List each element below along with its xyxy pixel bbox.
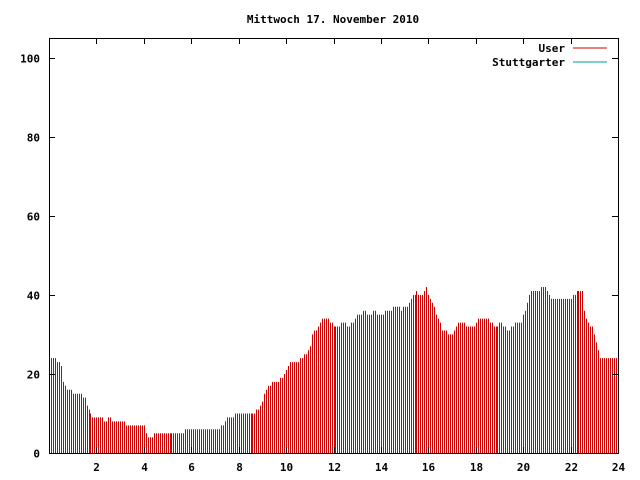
y-tick-label: 60 <box>27 211 40 224</box>
chart-title: Mittwoch 17. November 2010 <box>247 13 419 26</box>
x-tick-label: 18 <box>470 461 483 474</box>
bar-series-user <box>49 287 617 453</box>
legend-label-stuttgarter: Stuttgarter <box>492 56 565 69</box>
x-tick-label: 6 <box>188 461 195 474</box>
y-tick-label: 100 <box>20 53 40 66</box>
x-tick-label: 14 <box>375 461 389 474</box>
x-tick-label: 2 <box>93 461 100 474</box>
x-tick-label: 10 <box>280 461 293 474</box>
x-tick-label: 4 <box>141 461 148 474</box>
x-tick-label: 22 <box>565 461 578 474</box>
x-tick-label: 8 <box>236 461 243 474</box>
y-tick-label: 20 <box>27 369 40 382</box>
x-tick-label: 12 <box>328 461 341 474</box>
y-tick-label: 40 <box>27 290 40 303</box>
legend-label-user: User <box>539 42 566 55</box>
legend: User Stuttgarter <box>492 42 607 69</box>
y-tick-label: 80 <box>27 132 40 145</box>
x-tick-label: 20 <box>517 461 530 474</box>
x-tick-label: 24 <box>612 461 626 474</box>
x-tick-label: 16 <box>422 461 436 474</box>
y-tick-label: 0 <box>33 448 40 461</box>
